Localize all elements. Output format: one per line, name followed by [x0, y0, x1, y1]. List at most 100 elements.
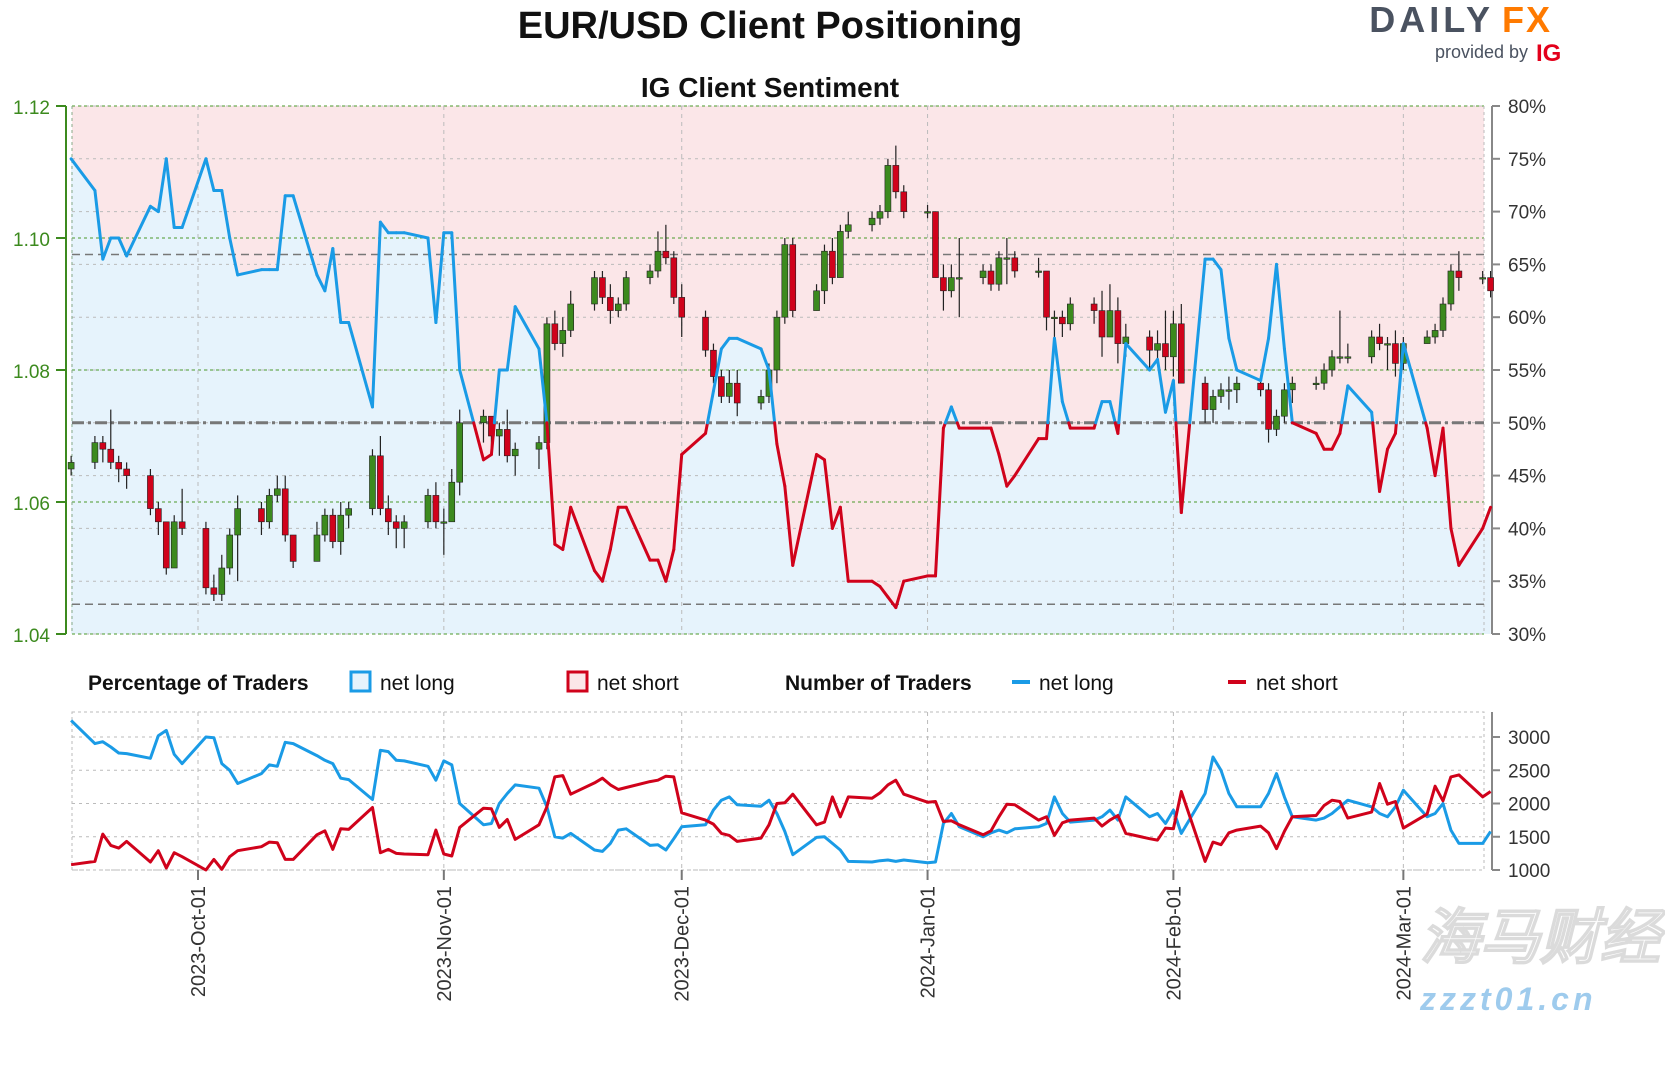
candle-body	[1011, 257, 1019, 272]
candle	[646, 264, 654, 285]
candle	[511, 442, 519, 476]
pct-net-long-segment	[997, 452, 1009, 488]
candle	[1336, 310, 1344, 364]
candle	[281, 475, 289, 542]
pct-net-long-segment	[706, 389, 715, 425]
pct-net-long-segment	[1211, 257, 1223, 272]
pct-net-long-segment	[1425, 426, 1437, 478]
candle	[1487, 271, 1494, 298]
candle	[91, 436, 99, 469]
price-tick-label: 1.06	[13, 494, 50, 515]
candle	[955, 238, 963, 318]
candle-body	[218, 567, 226, 595]
logo-daily: DAILY	[1369, 0, 1494, 40]
candle-body	[757, 396, 765, 404]
candle-body	[511, 448, 519, 457]
pct-net-long-segment	[204, 157, 216, 192]
candle-body	[726, 382, 733, 397]
candle-body	[718, 376, 725, 397]
candle-body	[1067, 303, 1074, 325]
candle-body	[1217, 389, 1225, 397]
candle-body	[123, 468, 130, 476]
pct-net-long-segment	[989, 426, 1001, 456]
pct-net-long-segment	[759, 347, 771, 372]
pct-net-long-segment	[933, 426, 945, 578]
pct-net-long-segment	[1338, 421, 1344, 435]
candle	[234, 495, 241, 582]
candle-body	[226, 534, 234, 569]
date-tick-label: 2024-Jan-01	[918, 886, 940, 998]
candle-body	[1336, 356, 1344, 359]
count-tick-label: 1500	[1508, 828, 1550, 849]
pct-net-long-segment	[943, 405, 953, 425]
candle	[273, 475, 281, 502]
candle	[781, 238, 789, 324]
candle-body	[591, 277, 598, 305]
candle-body	[1281, 389, 1288, 417]
pct-net-long-segment	[1378, 447, 1389, 493]
candle-body	[1376, 336, 1383, 344]
candle-body	[1035, 270, 1042, 273]
pct-tick-label: 75%	[1508, 150, 1546, 171]
candle	[1209, 389, 1217, 423]
pct-net-long-segment	[569, 505, 596, 573]
pct-net-long-segment	[458, 368, 476, 425]
candle-body	[1090, 303, 1098, 311]
price-tick-label: 1.12	[13, 98, 50, 119]
candle	[1233, 376, 1241, 403]
price-sentiment-panel: 30% 35% 40% 45% 50% 55% 60% 65% 70% 75% 80% 1.04 1.0…	[13, 97, 1546, 647]
pct-net-long-segment	[600, 548, 612, 583]
candle-body	[432, 495, 440, 523]
pct-net-long-segment	[347, 320, 374, 409]
candle-body	[892, 165, 900, 193]
pct-net-long-segment	[1163, 379, 1175, 414]
candle-body	[1162, 343, 1169, 358]
legend-net-long-swatch	[349, 670, 372, 693]
candle-body	[535, 442, 543, 450]
candle	[448, 469, 456, 523]
pct-net-long-segment	[1171, 379, 1178, 425]
pct-net-long-segment	[93, 188, 105, 261]
pct-net-long-segment	[783, 484, 795, 567]
pct-net-long-segment	[1060, 400, 1071, 425]
pct-net-long-segment	[664, 548, 676, 583]
pct-net-long-segment	[815, 452, 826, 462]
candle	[1431, 323, 1439, 344]
pct-net-long-segment	[878, 584, 890, 599]
candle	[1162, 310, 1169, 370]
pct-net-long-segment	[1046, 336, 1056, 425]
candle-body	[67, 462, 75, 470]
pct-net-long-segment	[949, 405, 959, 425]
candle-body	[995, 257, 1003, 285]
candle	[1265, 383, 1272, 443]
pct-net-long-segment	[1124, 342, 1152, 372]
pct-net-long-segment	[608, 505, 620, 552]
pct-net-long-segment	[1370, 410, 1375, 425]
candle-body	[170, 521, 178, 569]
pct-net-long-segment	[236, 268, 263, 277]
pct-net-long-segment	[331, 247, 343, 324]
candle	[876, 205, 884, 225]
candle-body	[266, 495, 273, 523]
candle	[1439, 297, 1447, 337]
candle-body	[91, 442, 99, 463]
candle	[837, 224, 844, 278]
candle-body	[1170, 323, 1177, 358]
candle	[678, 284, 686, 337]
candle	[1281, 383, 1288, 423]
candle	[178, 488, 186, 535]
candle	[1344, 343, 1352, 364]
candle-body	[979, 270, 987, 278]
candle	[1312, 376, 1320, 390]
candle-body	[99, 442, 107, 450]
candle	[377, 436, 384, 516]
pct-net-long-segment	[1371, 421, 1382, 493]
candle-body	[321, 514, 329, 536]
candle-body	[1146, 336, 1153, 351]
date-tick-label: 2023-Dec-01	[672, 886, 694, 1002]
candle	[480, 409, 487, 443]
candle-body	[1003, 257, 1011, 260]
candle-body	[813, 290, 820, 311]
candle-body	[448, 481, 456, 523]
candle	[1067, 297, 1074, 331]
